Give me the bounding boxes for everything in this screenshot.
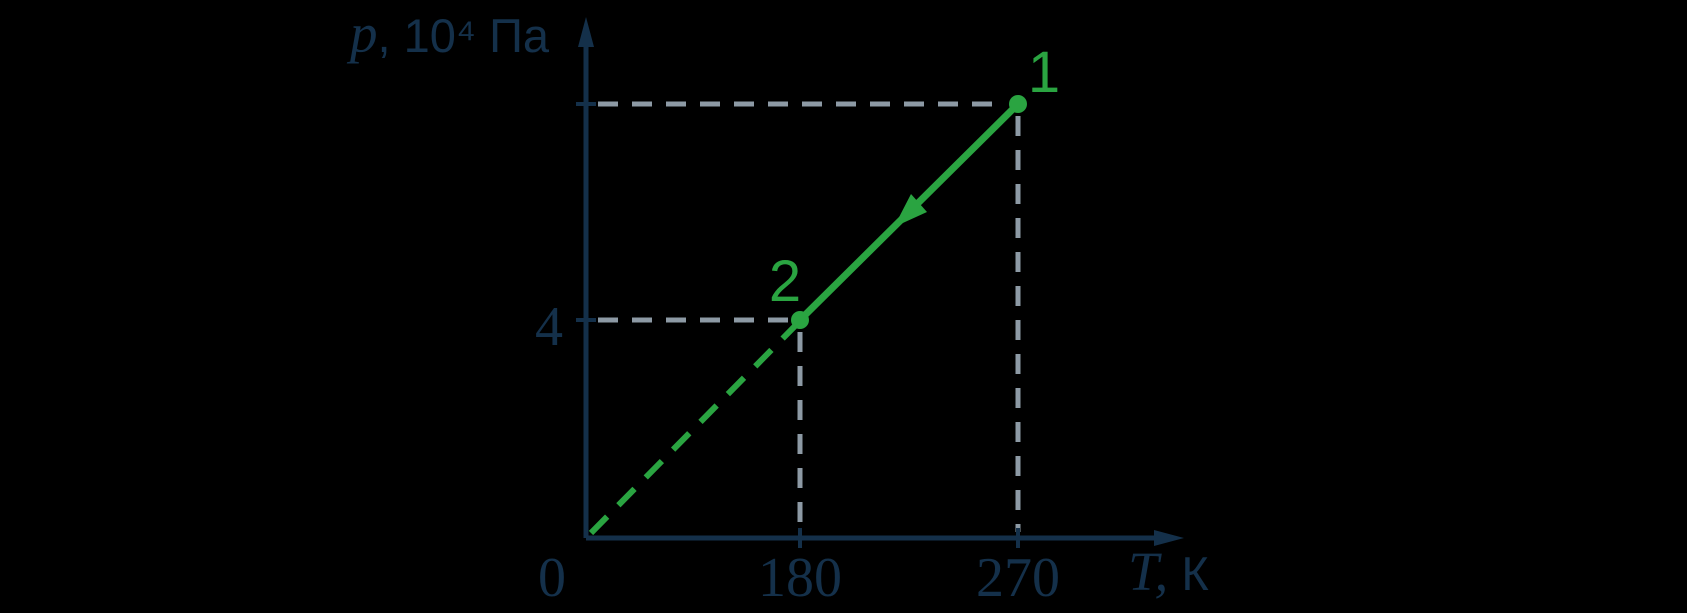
y-axis-title: p, 10⁴ Па [346, 3, 550, 64]
point-2-label: 2 [769, 249, 801, 314]
x-tick-label-180: 180 [758, 547, 842, 609]
origin-label: 0 [538, 547, 566, 609]
x-axis-variable: T, [1128, 541, 1168, 602]
y-axis-variable: p [346, 3, 378, 64]
point-1-label: 1 [1028, 40, 1060, 105]
process-direction-arrow-icon [894, 194, 927, 227]
x-tick-label-270: 270 [976, 547, 1060, 609]
x-axis-arrow-icon [1154, 530, 1184, 546]
y-axis-arrow-icon [578, 17, 594, 47]
state-point-1 [1009, 95, 1027, 113]
process-line-dashed-extrapolation [588, 323, 798, 536]
y-tick-label-4: 4 [535, 296, 563, 358]
x-axis-unit: К [1168, 547, 1209, 600]
y-axis-unit: , 10⁴ Па [378, 9, 550, 62]
x-axis-title: T, К [1128, 541, 1209, 602]
state-point-2 [791, 311, 809, 329]
